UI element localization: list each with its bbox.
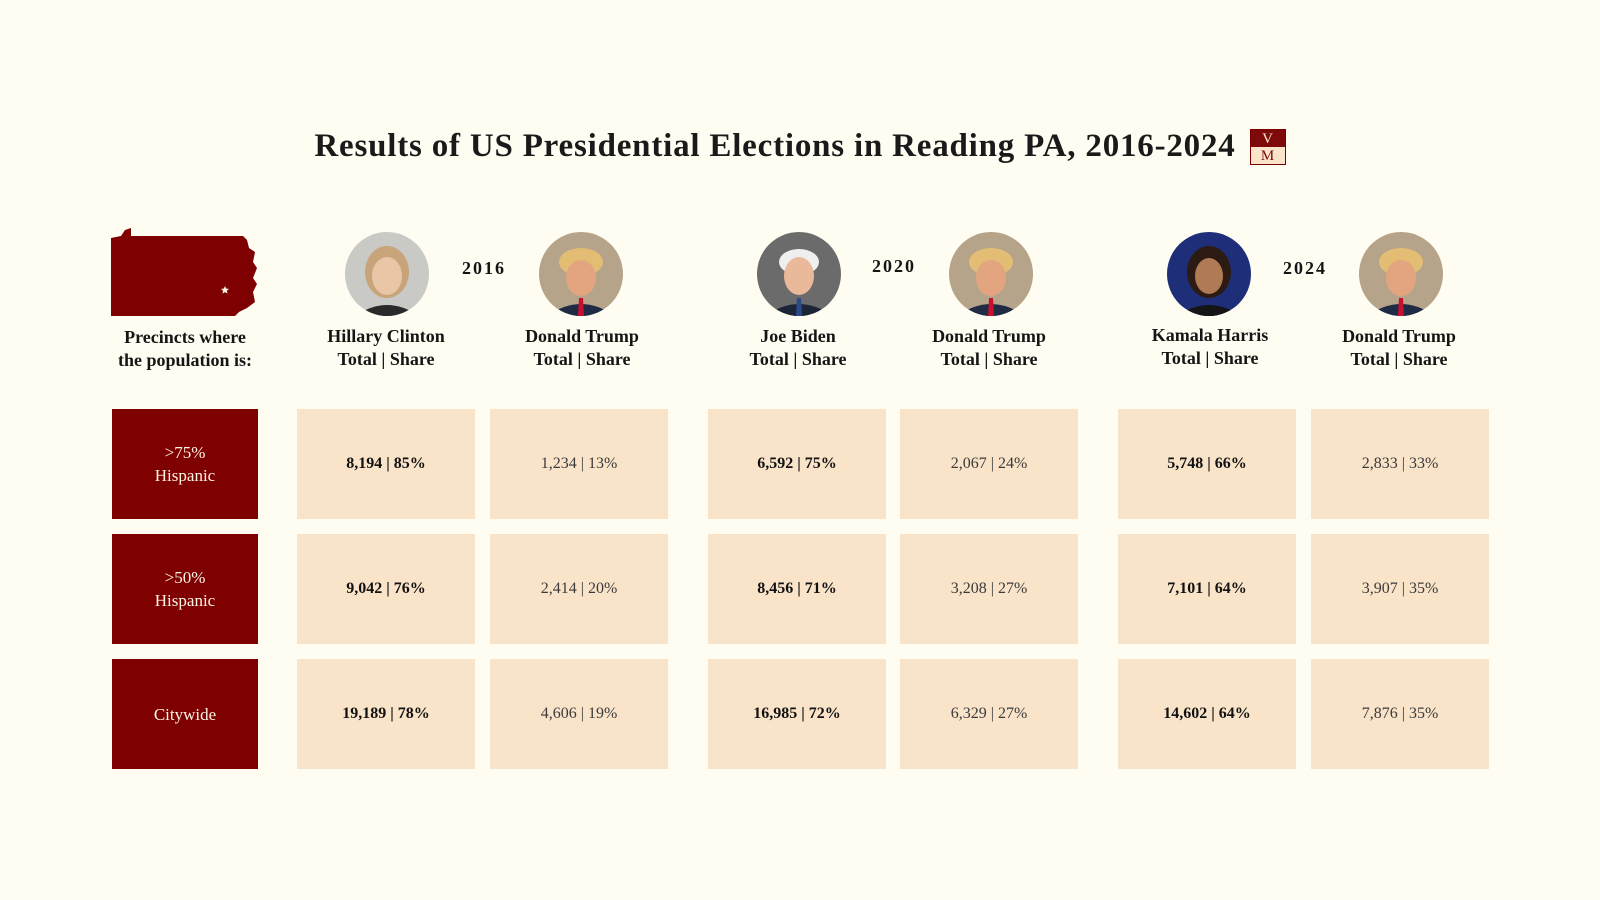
year-label-2020: 2020 [872, 256, 916, 276]
candidate-subheader: Total | Share [749, 349, 847, 369]
trump-portrait [949, 232, 1033, 316]
table-cell: 4,606 | 19% [490, 659, 668, 769]
table-cell: 3,907 | 35% [1311, 534, 1489, 644]
candidate-name: Donald Trump [932, 326, 1046, 346]
row-label-line1: >75% [164, 443, 206, 462]
table-cell: 9,042 | 76% [297, 534, 475, 644]
clinton-portrait [345, 232, 429, 316]
candidate-subheader: Total | Share [1350, 349, 1448, 369]
page-title: Results of US Presidential Elections in … [314, 128, 1236, 164]
table-cell: 6,329 | 27% [900, 659, 1078, 769]
row-header-line2: the population is: [117, 350, 253, 370]
candidate-subheader: Total | Share [337, 349, 435, 369]
row-label-line2: Hispanic [154, 591, 216, 610]
table-cell: 7,876 | 35% [1311, 659, 1489, 769]
logo-bottom-letter: M [1250, 146, 1285, 164]
year-label-2016: 2016 [462, 258, 506, 278]
vm-logo: V M [1249, 128, 1286, 165]
table-cell: 1,234 | 13% [490, 409, 668, 519]
table-cell: 19,189 | 78% [297, 659, 475, 769]
title-row: Results of US Presidential Elections in … [0, 128, 1600, 165]
table-cell: 2,067 | 24% [900, 409, 1078, 519]
table-cell: 5,748 | 66% [1118, 409, 1296, 519]
row-label-line1: >50% [164, 568, 206, 587]
row-label-line2: Hispanic [154, 466, 216, 485]
candidate-name: Joe Biden [760, 326, 836, 346]
table-cell: 3,208 | 27% [900, 534, 1078, 644]
trump-portrait [539, 232, 623, 316]
row-label-75-hispanic: >75% Hispanic [112, 409, 258, 519]
biden-portrait [757, 232, 841, 316]
table-cell: 16,985 | 72% [708, 659, 886, 769]
candidate-header-trump-2024: Donald Trump Total | Share [1309, 325, 1489, 371]
candidate-header-biden: Joe Biden Total | Share [708, 325, 888, 371]
trump-portrait [1359, 232, 1443, 316]
candidate-header-trump-2020: Donald Trump Total | Share [899, 325, 1079, 371]
table-cell: 6,592 | 75% [708, 409, 886, 519]
logo-top-letter: V [1250, 129, 1285, 147]
candidate-subheader: Total | Share [533, 349, 631, 369]
candidate-name: Kamala Harris [1151, 325, 1269, 345]
candidate-header-clinton: Hillary Clinton Total | Share [296, 325, 476, 371]
table-cell: 7,101 | 64% [1118, 534, 1296, 644]
candidate-name: Donald Trump [1342, 326, 1456, 346]
row-label-line1: Citywide [153, 704, 217, 724]
table-cell: 8,194 | 85% [297, 409, 475, 519]
candidate-header-trump-2016: Donald Trump Total | Share [492, 325, 672, 371]
candidate-name: Donald Trump [525, 326, 639, 346]
candidate-name: Hillary Clinton [327, 326, 445, 346]
harris-portrait [1167, 232, 1251, 316]
table-cell: 8,456 | 71% [708, 534, 886, 644]
row-label-citywide: Citywide [112, 659, 258, 769]
row-header-line1: Precincts where [124, 327, 246, 347]
pennsylvania-map-icon [111, 228, 257, 316]
row-header: Precincts where the population is: [100, 326, 270, 372]
candidate-subheader: Total | Share [1161, 348, 1259, 368]
table-cell: 14,602 | 64% [1118, 659, 1296, 769]
candidate-subheader: Total | Share [940, 349, 1038, 369]
candidate-header-harris: Kamala Harris Total | Share [1120, 324, 1300, 370]
table-cell: 2,833 | 33% [1311, 409, 1489, 519]
table-cell: 2,414 | 20% [490, 534, 668, 644]
row-label-50-hispanic: >50% Hispanic [112, 534, 258, 644]
year-label-2024: 2024 [1283, 258, 1327, 278]
